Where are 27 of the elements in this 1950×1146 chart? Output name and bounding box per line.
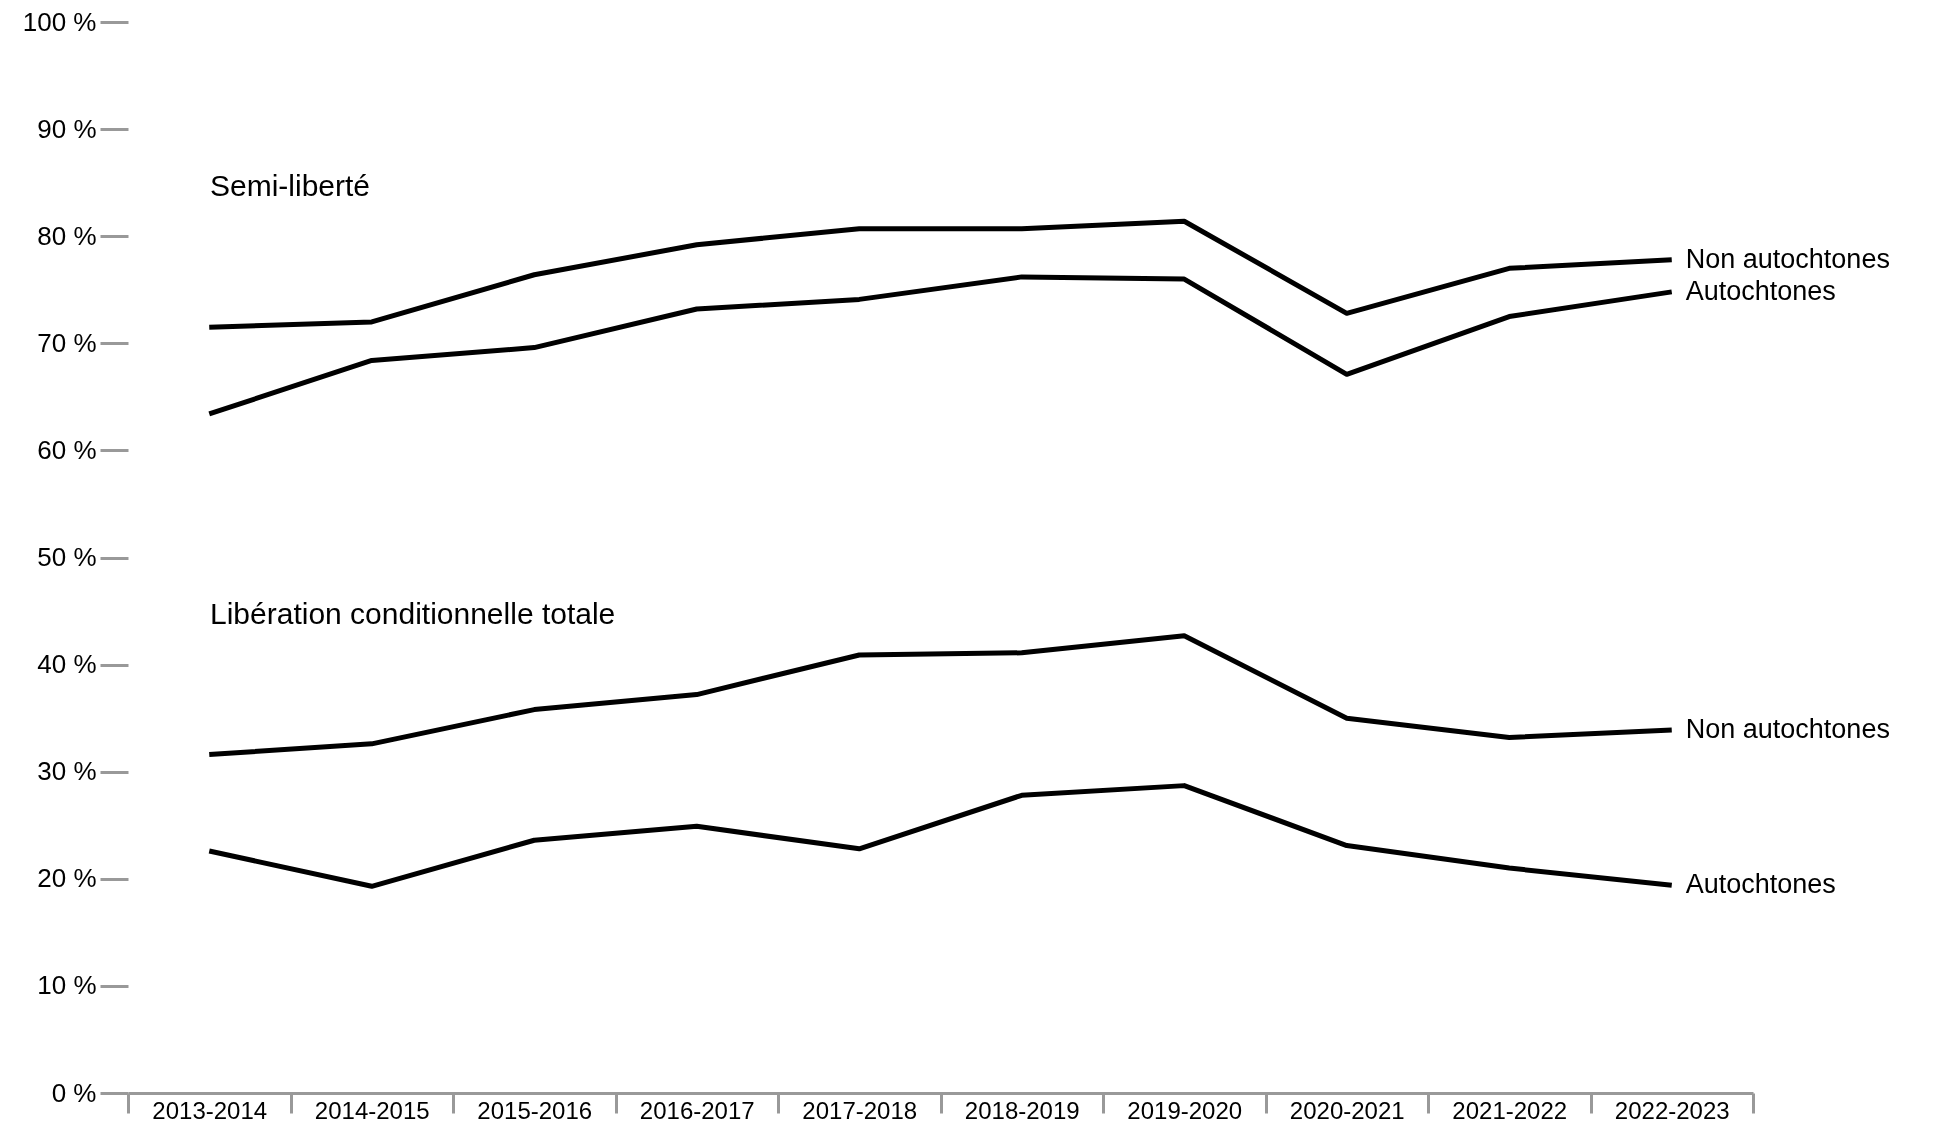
- annotation: Semi-liberté: [210, 169, 371, 203]
- x-tick-label: 2020-2021: [1289, 1096, 1405, 1124]
- y-tick-label: 70 %: [37, 327, 97, 358]
- series-label: Autochtones: [1685, 275, 1836, 306]
- y-tick-label: 0 %: [51, 1077, 97, 1108]
- x-tick-label: 2014-2015: [314, 1096, 430, 1124]
- x-tick-label: 2022-2023: [1614, 1096, 1730, 1124]
- x-tick-label: 2017-2018: [802, 1096, 918, 1124]
- y-tick-label: 90 %: [37, 113, 97, 144]
- x-tick-label: 2016-2017: [639, 1096, 755, 1124]
- x-tick-label: 2015-2016: [477, 1096, 593, 1124]
- y-tick-label: 40 %: [37, 649, 97, 680]
- y-tick-label: 100 %: [22, 6, 97, 37]
- y-tick-label: 20 %: [37, 863, 97, 894]
- y-tick-label: 30 %: [37, 756, 97, 787]
- series-label: Autochtones: [1685, 869, 1836, 900]
- series-label: Non autochtones: [1685, 243, 1890, 274]
- y-tick-label: 50 %: [37, 542, 97, 572]
- y-tick-label: 10 %: [37, 970, 97, 1001]
- x-tick-label: 2013-2014: [152, 1096, 268, 1124]
- y-tick-label: 80 %: [37, 220, 97, 251]
- series-label: Non autochtones: [1685, 713, 1890, 744]
- x-tick-label: 2019-2020: [1127, 1096, 1243, 1124]
- x-tick-label: 2021-2022: [1452, 1096, 1568, 1124]
- y-tick-label: 60 %: [37, 434, 97, 465]
- annotation: Libération conditionnelle totale: [210, 596, 616, 630]
- x-tick-label: 2018-2019: [964, 1096, 1080, 1124]
